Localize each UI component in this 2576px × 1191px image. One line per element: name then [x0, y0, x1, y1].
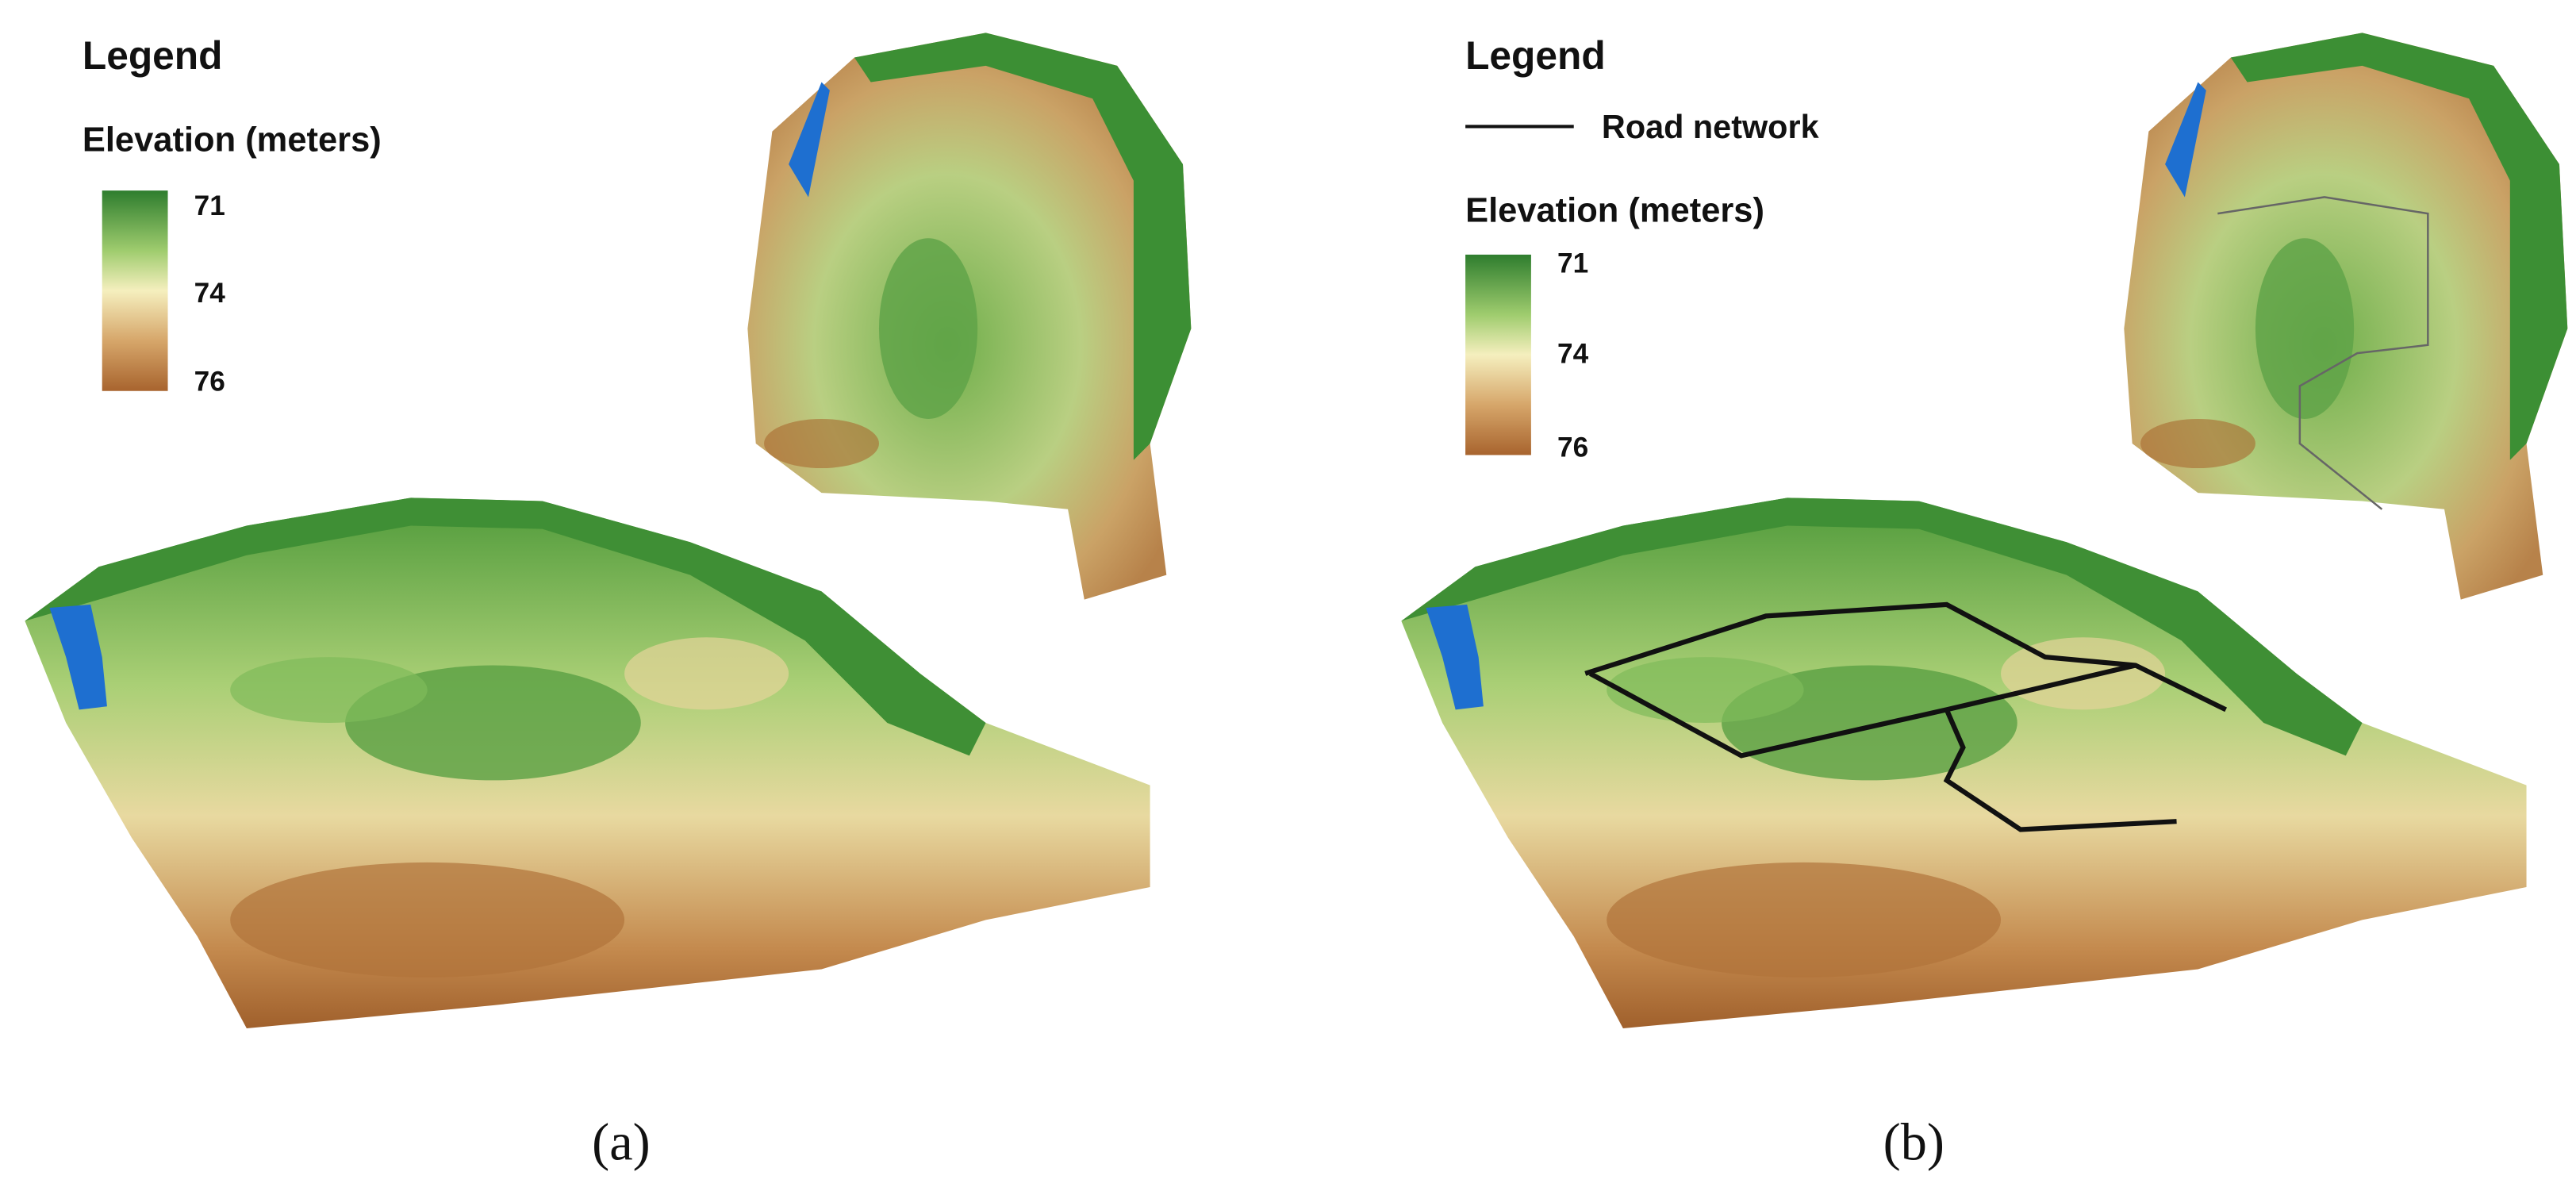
legend-label: 74	[194, 278, 226, 309]
legend-label: 76	[1557, 432, 1588, 463]
legend-label: 71	[1557, 248, 1588, 279]
road	[1584, 601, 2228, 713]
color-bar	[102, 190, 168, 391]
caption: (b)	[1883, 1114, 1944, 1172]
panel-a: Legend Elevation (meters) 71 74 76 (a)	[25, 33, 1192, 1172]
terrain-map	[25, 33, 1192, 1029]
panel-b: Legend Road network Elevation (meters) 7…	[1401, 33, 2568, 1172]
caption: (a)	[592, 1114, 651, 1172]
legend-title: Legend	[83, 33, 223, 78]
road	[1943, 709, 2177, 832]
legend-label: 76	[194, 367, 225, 398]
legend-label: 71	[194, 190, 225, 221]
road-label: Road network	[1602, 109, 1820, 145]
legend-title: Legend	[1465, 33, 1606, 78]
color-bar	[1465, 254, 1531, 455]
road	[1588, 663, 2136, 759]
terrain-map	[1401, 33, 2568, 1029]
road-inset	[2217, 196, 2429, 510]
legend-label: 74	[1557, 339, 1589, 370]
elevation-title: Elevation (meters)	[1465, 191, 1764, 229]
elevation-title: Elevation (meters)	[83, 121, 382, 159]
